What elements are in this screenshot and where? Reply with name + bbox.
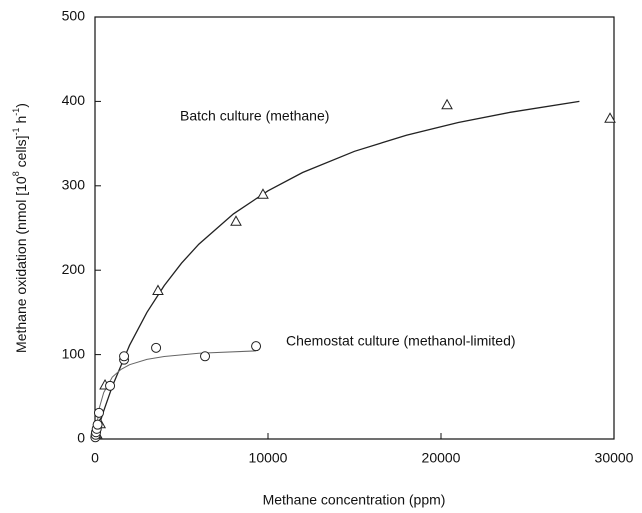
y-axis-label-part: cells] [13,135,29,171]
y-axis-label-part: -1 [11,127,21,135]
plot-frame [94,16,615,440]
x-tick-label: 20000 [422,450,461,466]
annotation: Chemostat culture (methanol-limited) [286,333,516,349]
y-axis-label-part: -1 [11,108,21,116]
circle-point [251,341,262,352]
triangle-point [152,284,164,295]
y-axis-label-part: h [13,116,29,128]
circle-point [105,380,116,391]
circle-point [92,419,103,430]
circle-point [93,407,104,418]
triangle-point [604,112,616,123]
triangle-point [441,98,453,110]
triangle-point [230,215,242,226]
x-tick-label: 30000 [595,450,634,466]
circle-point [200,351,211,362]
x-axis-label: Methane concentration (ppm) [263,492,446,508]
x-tick-label: 10000 [249,450,288,466]
y-axis-label-part: ) [13,103,29,108]
fit-curve [94,100,580,440]
x-tick-label: 0 [91,450,99,466]
y-tick-label: 200 [62,261,86,277]
y-tick-label: 500 [62,8,86,24]
fit-curve [94,350,256,440]
circle-point [119,351,130,362]
y-tick-label: 100 [62,345,86,361]
triangle-point [257,188,269,199]
y-tick-label: 300 [62,177,86,193]
y-axis-label: Methane oxidation (nmol [108 cells]-1 h-… [11,103,28,353]
annotation: Batch culture (methane) [180,108,329,124]
y-axis-label-part: 8 [11,171,21,176]
y-axis-label-part: Methane oxidation (nmol [10 [13,176,29,353]
y-tick-label: 400 [62,92,86,108]
y-tick-label: 0 [77,430,85,446]
circle-point [151,342,162,353]
